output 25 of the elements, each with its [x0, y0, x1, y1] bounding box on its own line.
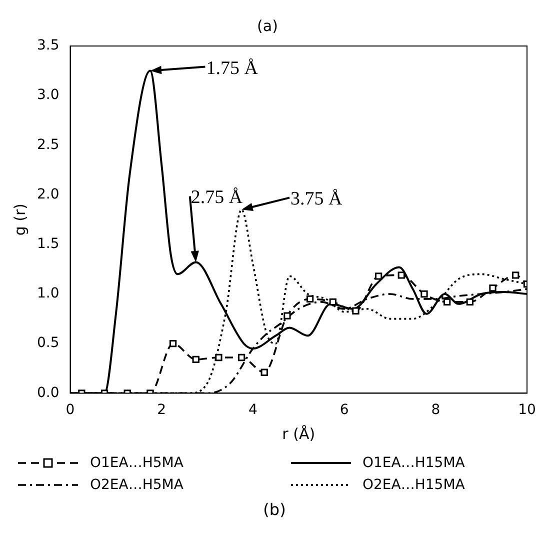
x-tick-label: 10 — [518, 402, 536, 418]
y-tick-label: 0.0 — [37, 384, 60, 401]
annotation: 2.75 Å — [190, 187, 243, 208]
x-tick-label: 6 — [340, 402, 349, 418]
legend-label: O2EA…H5MA — [90, 476, 184, 495]
y-tick-label: 2.0 — [37, 186, 60, 202]
x-tick-label: 2 — [157, 402, 166, 418]
y-axis-title: g (r) — [10, 204, 29, 236]
annotation: 1.75 Å — [206, 58, 258, 79]
y-tick-label: 0.5 — [37, 335, 60, 352]
y-tick-label: 3.0 — [37, 87, 60, 104]
x-axis-title: r (Å) — [282, 424, 316, 443]
y-tick-label: 3.5 — [37, 38, 60, 54]
x-tick-label: 8 — [431, 402, 440, 418]
legend-label: O1EA…H5MA — [90, 454, 184, 473]
x-tick-label: 4 — [248, 402, 258, 418]
annotation: 3.75 Å — [290, 188, 343, 210]
text: (b) — [262, 500, 287, 519]
y-tick-label: 1.5 — [37, 236, 60, 252]
chart-title: (a) — [257, 16, 278, 35]
y-tick-label: 2.5 — [37, 136, 60, 153]
x-tick-label: 0 — [66, 402, 75, 418]
legend-label: O2EA…H15MA — [362, 476, 465, 495]
y-tick-label: 1.0 — [37, 286, 60, 302]
legend-label: O1EA…H15MA — [362, 454, 465, 473]
